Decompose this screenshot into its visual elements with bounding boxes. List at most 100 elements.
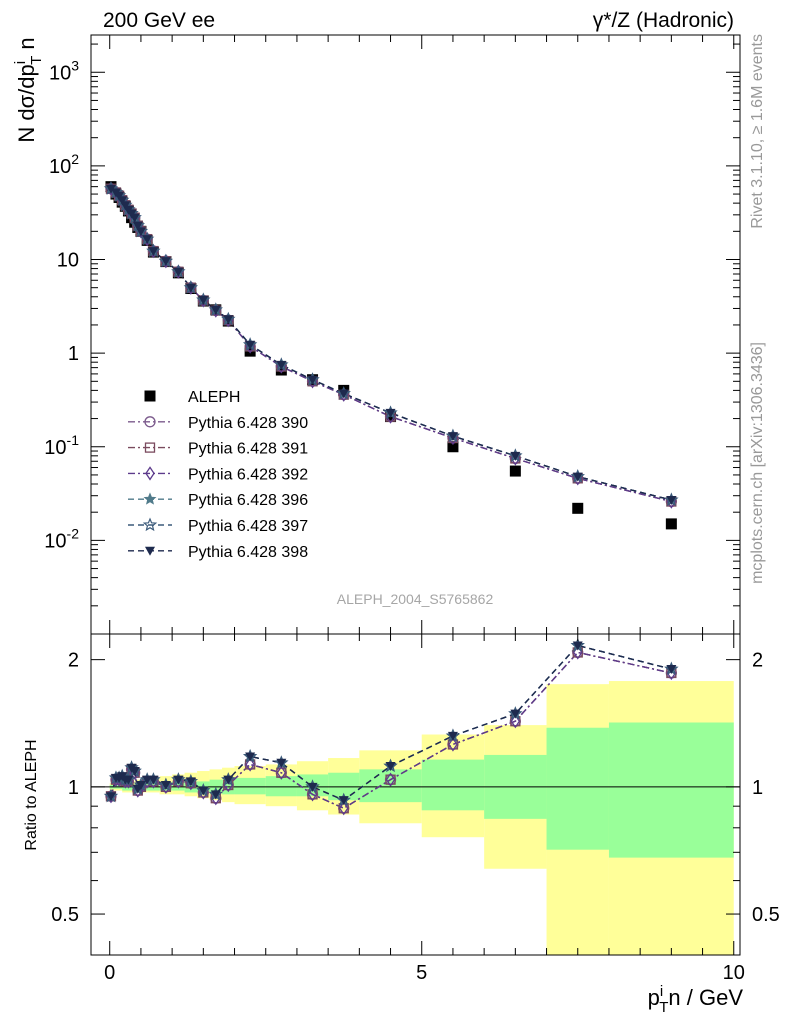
main-data-point <box>665 518 677 530</box>
analysis-watermark: ALEPH_2004_S5765862 <box>337 591 494 607</box>
rivet-label: Rivet 3.1.10, ≥ 1.6M events <box>749 34 766 229</box>
ratio-data-point <box>338 801 349 816</box>
main-data-point <box>210 305 221 315</box>
legend-entry: ALEPH <box>144 389 240 406</box>
main-data-point <box>572 502 584 514</box>
main-y-tick-label: 102 <box>49 151 79 178</box>
main-data-point <box>509 465 521 477</box>
legend-label: Pythia 6.428 396 <box>188 492 308 509</box>
ratio-data-point <box>123 775 134 785</box>
ratio-band-inner <box>234 777 266 795</box>
legend-marker <box>144 416 156 428</box>
ratio-plot-frame <box>90 633 741 956</box>
ratio-y-tick-label-right: 0.5 <box>752 904 780 926</box>
ratio-data-point <box>447 731 458 741</box>
ratio-data-point <box>510 709 521 719</box>
main-data-point <box>105 184 116 194</box>
ratio-band-inner <box>421 759 485 811</box>
legend-entry: Pythia 6.428 396 <box>128 492 308 509</box>
ratio-band-inner <box>546 727 609 850</box>
ratio-data-point <box>135 781 146 791</box>
header-left: 200 GeV ee <box>103 9 215 32</box>
legend-label: Pythia 6.428 398 <box>188 544 308 561</box>
main-data-point <box>198 295 209 305</box>
legend-marker <box>145 546 155 556</box>
legend-entry: Pythia 6.428 392 <box>128 466 308 483</box>
ratio-data-point <box>245 752 256 762</box>
ratio-data-point <box>307 787 318 802</box>
main-data-point <box>173 267 184 277</box>
legend-entry: Pythia 6.428 397 <box>128 517 308 535</box>
main-y-tick-label: 103 <box>49 57 79 84</box>
legend-label: Pythia 6.428 391 <box>188 441 308 458</box>
main-data-point <box>120 201 131 211</box>
legend-entry: Pythia 6.428 398 <box>128 544 308 561</box>
main-y-tick-label: 1 <box>68 343 79 365</box>
ratio-data-point <box>510 714 521 729</box>
main-data-point <box>572 472 583 482</box>
ratio-data-point <box>198 786 209 796</box>
main-data-point <box>223 315 234 325</box>
ratio-data-point <box>105 792 116 802</box>
mcplots-label: mcplots.cern.ch [arXiv:1306.3436] <box>749 342 766 584</box>
legend-marker <box>145 466 155 481</box>
main-y-tick-label: 10-2 <box>44 525 79 552</box>
main-data-point <box>307 375 318 385</box>
ratio-data-point <box>185 777 196 787</box>
legend-label: Pythia 6.428 397 <box>188 518 308 535</box>
legend-entry: Pythia 6.428 390 <box>128 415 308 432</box>
main-axis-ticks: 10-2 10-1 1 10 102 103 <box>44 35 740 635</box>
ratio-y-tick-label: 2 <box>68 650 79 672</box>
ratio-data-point <box>173 775 184 785</box>
x-tick-label: 0 <box>104 962 115 984</box>
main-data-point <box>447 432 458 442</box>
ratio-data-point <box>210 790 221 800</box>
main-data-point <box>148 247 159 257</box>
main-data-point <box>385 408 396 418</box>
legend-marker <box>142 517 158 532</box>
ratio-y-axis-label: Ratio to ALEPH <box>23 739 40 850</box>
ratio-panel: 0.5 0.5 1 1 2 2 0 5 10 Ratio to ALEPH <box>23 633 780 984</box>
x-axis-label: pi Tn / GeV <box>648 983 744 1016</box>
ratio-data-point <box>385 772 396 787</box>
ratio-band-inner <box>209 779 223 793</box>
x-tick-label: 5 <box>416 962 427 984</box>
ratio-uncertainty-bands <box>109 681 734 955</box>
main-data-point <box>245 340 256 350</box>
ratio-series-markers <box>103 637 679 816</box>
main-data-point <box>666 495 677 505</box>
legend-label: Pythia 6.428 390 <box>188 415 308 432</box>
main-y-tick-label: 10-1 <box>44 432 79 459</box>
main-data-point <box>276 360 287 370</box>
legend: ALEPH Pythia 6.428 390 Pythia 6.428 391 Pyt… <box>128 389 308 561</box>
ratio-data-point <box>129 767 140 777</box>
main-data-point <box>142 235 153 245</box>
header-right: γ*/Z (Hadronic) <box>593 9 734 32</box>
ratio-band-inner <box>265 776 297 797</box>
main-data-point <box>510 451 521 461</box>
ratio-data-point <box>245 757 255 772</box>
main-panel: 10-2 10-1 1 10 102 103 ALEPH_2004_S5765862 N … <box>12 34 741 635</box>
ratio-data-point <box>338 796 349 806</box>
ratio-y-tick-label: 0.5 <box>51 904 79 926</box>
ratio-data-point <box>572 641 583 651</box>
legend-entry: Pythia 6.428 391 <box>128 441 308 458</box>
ratio-axis-ticks: 0.5 0.5 1 1 2 2 0 5 10 <box>51 634 780 984</box>
legend-marker <box>143 492 157 505</box>
legend-marker <box>144 442 156 453</box>
legend-marker <box>144 390 156 402</box>
main-data-point <box>447 441 459 453</box>
ratio-band-inner <box>608 722 734 858</box>
main-data-point <box>135 227 146 237</box>
ratio-data-point <box>385 762 396 772</box>
legend-label: Pythia 6.428 392 <box>188 466 308 483</box>
ratio-data-point <box>276 758 287 768</box>
ratio-data-point <box>223 775 234 785</box>
x-tick-label: 10 <box>723 962 745 984</box>
ratio-data-point <box>666 665 677 675</box>
main-data-point <box>275 364 287 376</box>
main-data-point <box>338 389 349 399</box>
main-data-point <box>185 283 196 293</box>
main-data-point <box>160 257 171 267</box>
